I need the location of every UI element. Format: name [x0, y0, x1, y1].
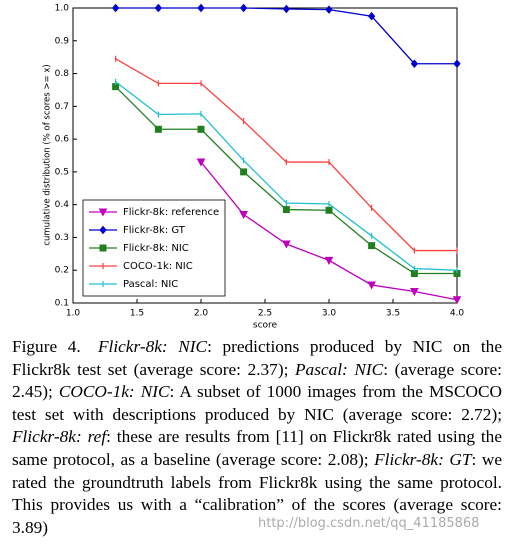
- marker: [99, 244, 107, 252]
- marker: [367, 11, 376, 21]
- legend-label: Flickr-8k: GT: [123, 225, 186, 236]
- y-tick-label: 0.6: [55, 135, 70, 145]
- legend-label: COCO-1k: NIC: [123, 261, 193, 272]
- y-tick-label: 1.0: [55, 4, 70, 14]
- marker: [111, 3, 120, 13]
- x-tick-label: 2.0: [194, 309, 209, 319]
- marker: [325, 5, 333, 14]
- x-axis-label: score: [253, 321, 278, 331]
- y-tick-label: 0.1: [55, 299, 69, 309]
- caption-text: Flickr-8k: ref: [12, 427, 107, 447]
- y-tick-label: 0.3: [55, 233, 69, 243]
- series-line: [115, 7, 457, 65]
- x-tick-label: 1.0: [66, 309, 81, 319]
- caption-text: : A subset of 1000 images from the MSCOC…: [12, 382, 502, 424]
- marker: [240, 168, 248, 176]
- x-tick-label: 3.5: [386, 309, 400, 319]
- legend-label: Flickr-8k: NIC: [123, 243, 189, 254]
- marker: [197, 3, 205, 13]
- y-tick-label: 0.8: [55, 69, 70, 79]
- marker: [154, 3, 163, 13]
- y-tick-label: 0.9: [55, 36, 70, 46]
- marker: [282, 240, 291, 249]
- watermark: http://blog.csdn.net/qq_41185868: [258, 516, 480, 531]
- y-axis-label: cumulative distribution (% of scores >= …: [43, 64, 53, 245]
- marker: [410, 288, 419, 297]
- marker: [368, 242, 376, 250]
- marker: [98, 208, 108, 217]
- marker: [367, 281, 376, 290]
- marker: [196, 158, 206, 167]
- caption-text: Figure 4.: [12, 337, 98, 356]
- figure-caption: Figure 4. Flickr-8k: NIC: predictions pr…: [12, 336, 502, 539]
- legend-label: Flickr-8k: reference: [123, 207, 219, 218]
- caption-text: : predictions produced by NIC on the Fli…: [12, 337, 502, 379]
- caption-text: : (average score: 2.45);: [12, 359, 502, 402]
- marker: [324, 256, 334, 265]
- marker: [197, 125, 205, 133]
- y-tick-label: 0.2: [55, 266, 69, 276]
- series-line: [200, 161, 458, 301]
- marker: [453, 59, 461, 68]
- y-tick-label: 0.5: [55, 167, 69, 177]
- marker: [410, 59, 419, 68]
- marker: [282, 4, 291, 14]
- marker: [239, 3, 248, 13]
- marker: [154, 125, 162, 133]
- x-tick-label: 4.0: [450, 309, 465, 319]
- marker: [239, 211, 248, 220]
- x-tick-label: 2.5: [258, 309, 272, 319]
- x-tick-label: 3.0: [322, 309, 337, 319]
- marker: [325, 206, 333, 214]
- marker: [452, 296, 462, 305]
- caption-text: : these are results from [11] on Flickr8…: [12, 427, 502, 469]
- caption-text: Pascal: NIC: [295, 359, 384, 379]
- y-tick-label: 0.7: [55, 102, 69, 112]
- chart: score cumulative distribution (% of scor…: [43, 3, 465, 331]
- caption-text: COCO-1k: NIC: [58, 382, 170, 402]
- marker: [282, 206, 290, 214]
- y-tick-label: 0.4: [55, 200, 70, 210]
- x-tick-label: 1.5: [130, 309, 144, 319]
- caption-text: Flickr-8k: GT: [374, 449, 472, 469]
- caption-text: : we rated the groundtruth labels from F…: [12, 449, 502, 537]
- caption-text: Flickr-8k: NIC: [97, 337, 208, 356]
- legend-label: Pascal: NIC: [123, 279, 178, 290]
- marker: [99, 225, 107, 235]
